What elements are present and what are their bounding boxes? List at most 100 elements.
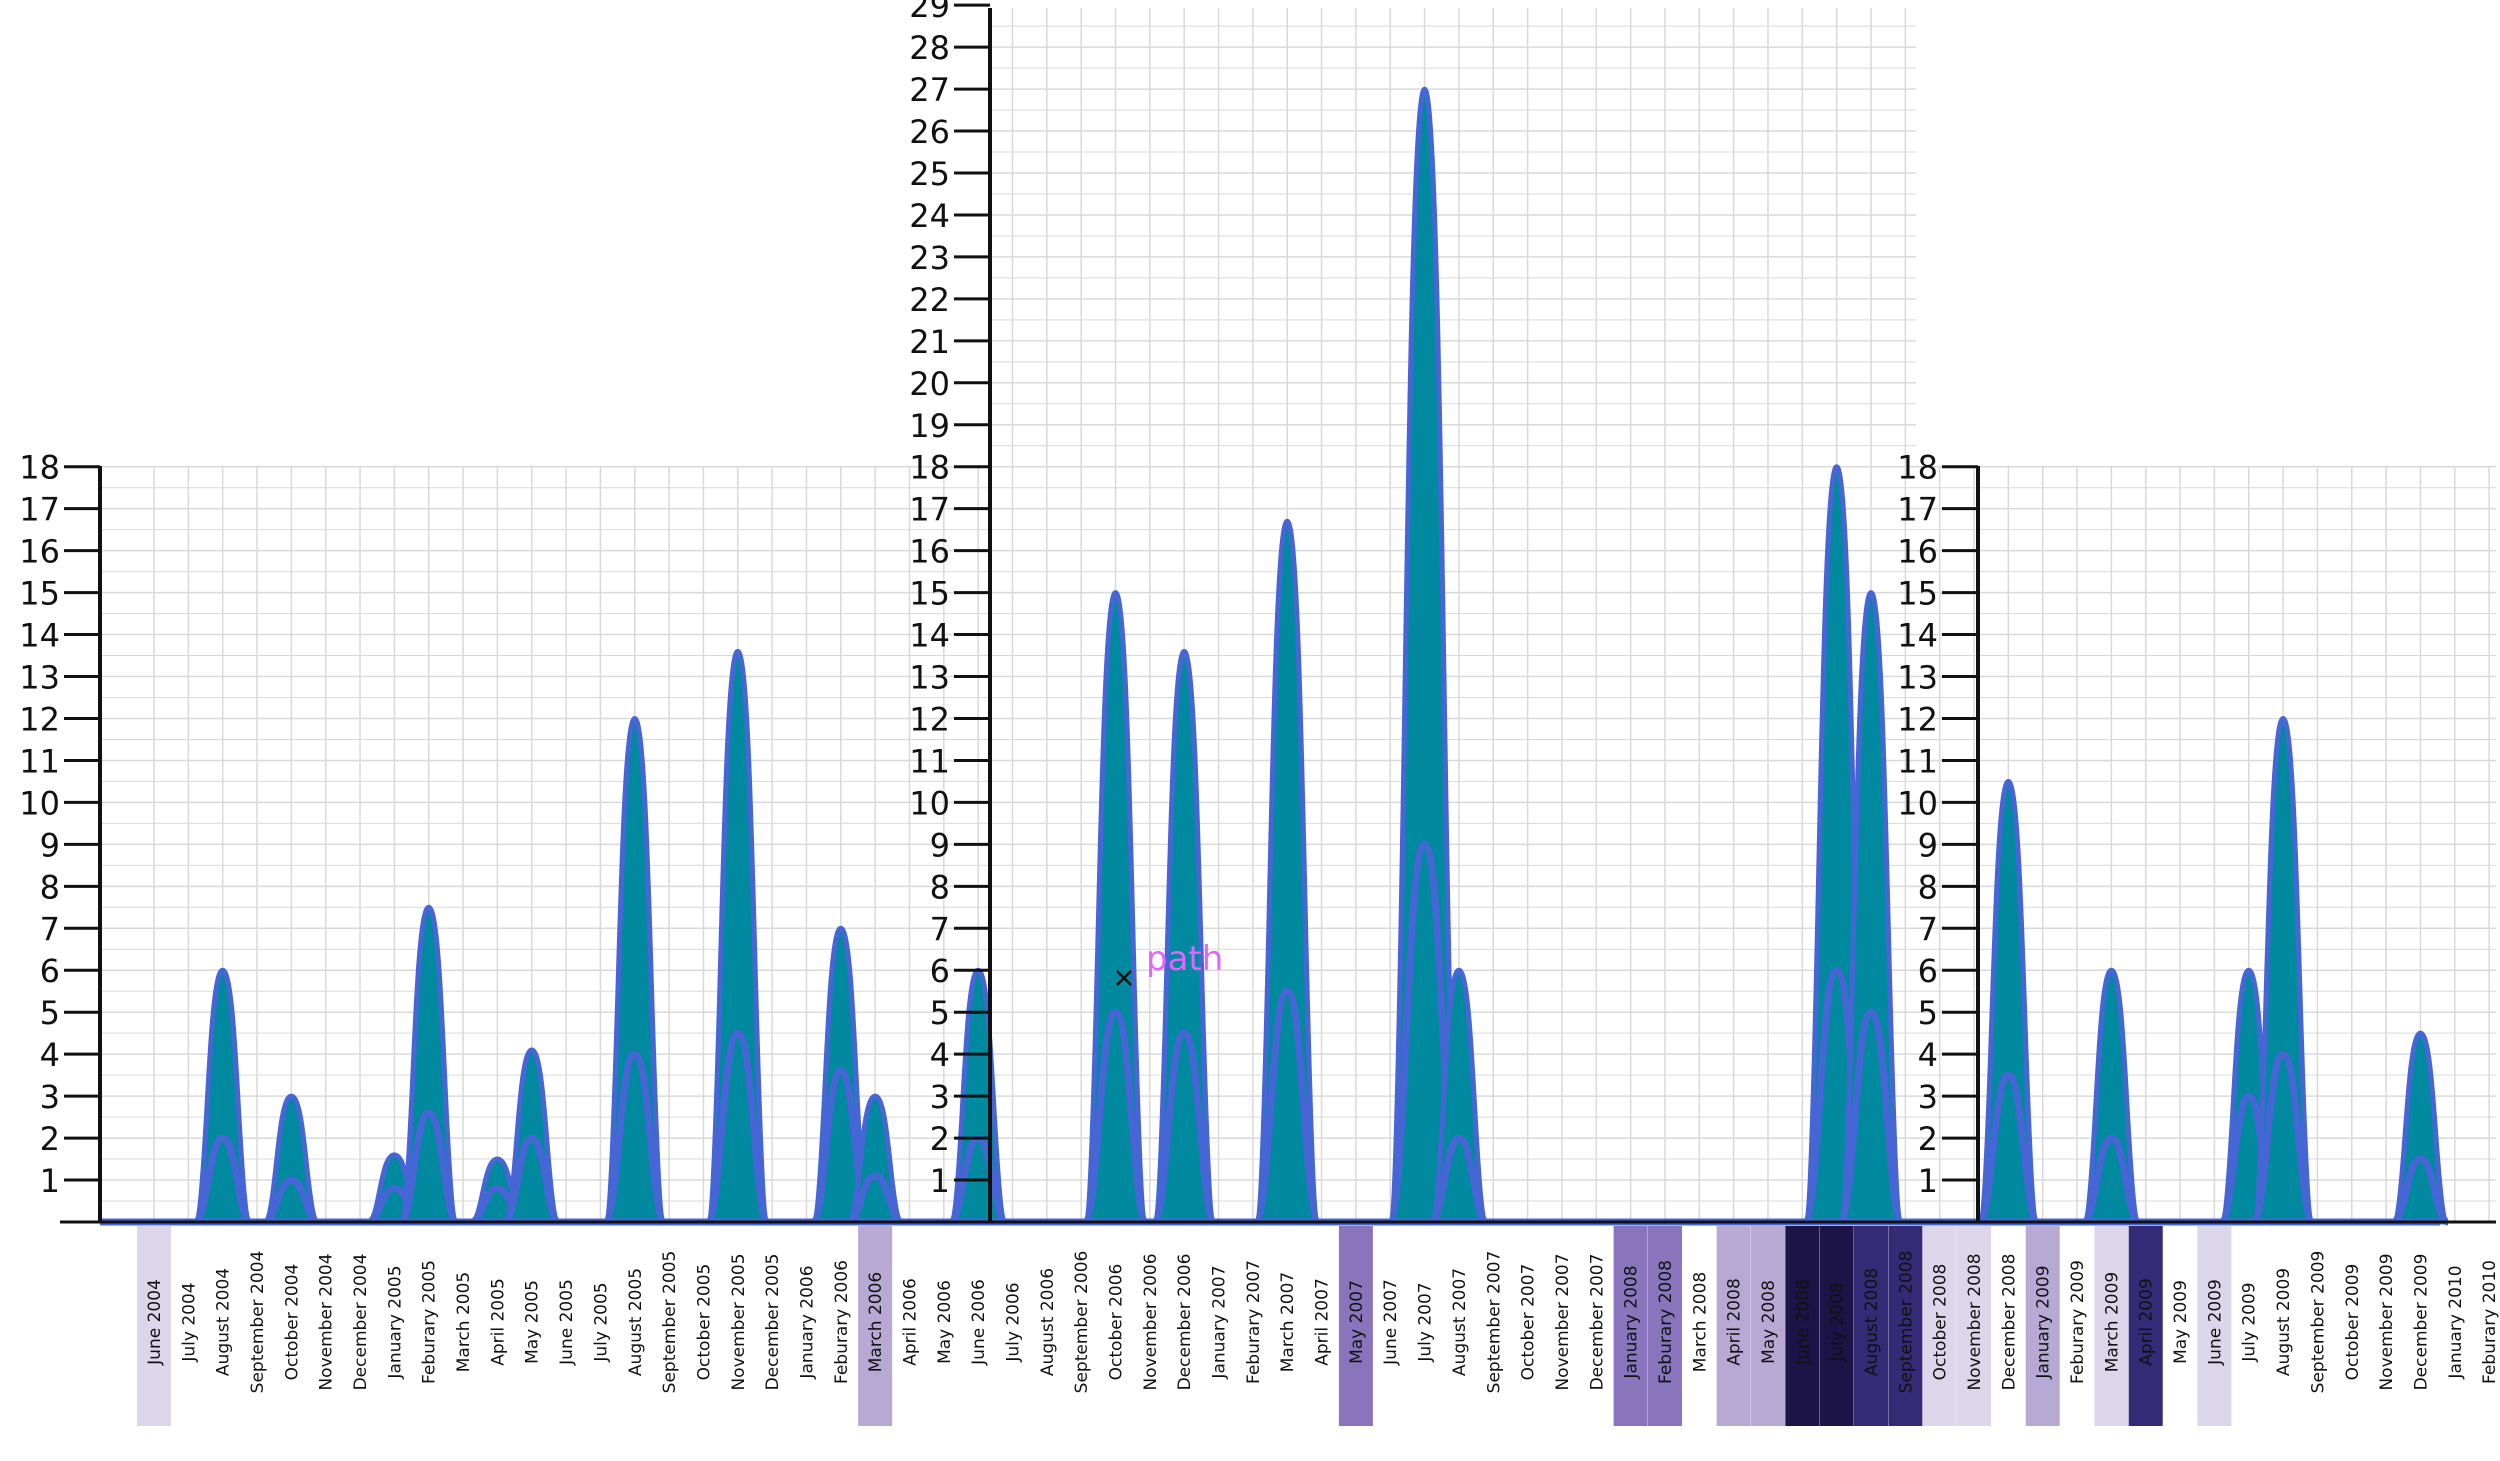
peak-band: [1837, 590, 1905, 1225]
x-tick-label: January 2006: [797, 1265, 817, 1379]
peak-band: [1386, 86, 1463, 1225]
x-tick-label: July 2005: [591, 1282, 611, 1362]
peak-band: [2250, 715, 2316, 1225]
peak-band: [2390, 1030, 2451, 1225]
y-tick-label: 21: [909, 323, 950, 361]
y-tick-label: 11: [19, 742, 60, 780]
x-tick-label: September 2008: [1896, 1251, 1916, 1394]
y-tick-label: 4: [930, 1036, 950, 1074]
cursor-label: path: [1146, 939, 1223, 979]
month-shade: [1922, 1226, 1957, 1426]
y-tick-label: 5: [40, 994, 60, 1032]
y-tick-label: 14: [909, 617, 950, 655]
x-tick-label: January 2009: [2034, 1265, 2054, 1379]
x-tick-label: Feburary 2009: [2068, 1260, 2088, 1384]
y-tick-label: 2: [1918, 1120, 1938, 1158]
x-tick-label: April 2007: [1313, 1278, 1333, 1366]
month-shade: [1716, 1226, 1751, 1426]
y-tick-label: 17: [19, 491, 60, 529]
x-tick-label: March 2009: [2102, 1272, 2122, 1373]
y-tick-label: 28: [909, 29, 950, 67]
low-line: [846, 1172, 904, 1226]
x-tick-label: Feburary 2008: [1656, 1260, 1676, 1384]
x-tick-label: June 2009: [2205, 1279, 2225, 1366]
x-tick-label: October 2004: [282, 1264, 302, 1381]
y-tick-label: 2: [930, 1120, 950, 1158]
x-tick-label: November 2007: [1553, 1253, 1573, 1390]
month-shade: [858, 1226, 893, 1426]
x-tick-label: July 2007: [1416, 1282, 1436, 1362]
y-tick-label: 5: [930, 994, 950, 1032]
y-axis-middle: 1234567891011121314151617181920212223242…: [909, 0, 992, 1222]
peak-band: [1081, 590, 1150, 1225]
low-line: [263, 1176, 320, 1226]
y-tick-label: 4: [40, 1036, 60, 1074]
y-tick-label: 15: [1897, 575, 1938, 613]
x-tick-label: October 2007: [1519, 1264, 1539, 1381]
low-line: [703, 1029, 772, 1226]
y-tick-label: 9: [40, 826, 60, 864]
x-tick-label: March 2006: [866, 1272, 886, 1373]
low-line: [1429, 1134, 1489, 1226]
x-tick-label: July 2006: [1004, 1282, 1024, 1362]
x-tick-label: May 2006: [935, 1280, 955, 1364]
y-tick-label: 16: [1897, 533, 1938, 571]
low-line: [502, 1134, 562, 1226]
x-tick-label: December 2009: [2411, 1254, 2431, 1391]
x-tick-label: April 2009: [2137, 1278, 2157, 1366]
x-tick-label: May 2008: [1759, 1280, 1779, 1364]
x-tick-label: December 2006: [1175, 1254, 1195, 1391]
x-tick-label: November 2006: [1141, 1253, 1161, 1390]
y-tick-label: 18: [909, 449, 950, 487]
x-tick-label: May 2005: [523, 1280, 543, 1364]
x-tick-label: March 2007: [1278, 1272, 1298, 1373]
y-tick-label: 11: [909, 742, 950, 780]
peak-band: [1150, 648, 1218, 1225]
y-tick-label: 14: [1897, 617, 1938, 655]
month-shade: [1854, 1226, 1888, 1426]
x-tick-label: August 2006: [1038, 1268, 1058, 1376]
x-tick-label: March 2008: [1690, 1272, 1710, 1373]
month-shade: [137, 1226, 171, 1426]
y-tick-label: 25: [909, 155, 950, 193]
month-shade: [1888, 1226, 1923, 1426]
low-line: [1251, 987, 1323, 1226]
y-tick-label: 5: [1918, 994, 1938, 1032]
low-line: [1836, 1008, 1906, 1226]
low-line: [1975, 1071, 2042, 1226]
x-tick-label: April 2008: [1725, 1278, 1745, 1366]
y-tick-label: 8: [40, 868, 60, 906]
y-tick-label: 8: [1918, 868, 1938, 906]
y-tick-label: 12: [909, 700, 950, 738]
y-tick-label: 13: [1897, 659, 1938, 697]
x-tick-label: November 2008: [1965, 1253, 1985, 1390]
y-tick-label: 7: [1918, 910, 1938, 948]
y-tick-label: 1: [1918, 1162, 1938, 1200]
y-tick-label: 8: [930, 868, 950, 906]
x-tick-label: July 2009: [2240, 1282, 2260, 1362]
x-tick-label: Feburary 2007: [1244, 1260, 1264, 1384]
month-shade: [2025, 1226, 2060, 1426]
y-tick-label: 6: [930, 952, 950, 990]
x-tick-label: December 2008: [1999, 1254, 2019, 1391]
cursor-marker: path: [1116, 939, 1223, 986]
y-tick-label: 7: [40, 910, 60, 948]
x-tick-label: November 2005: [729, 1253, 749, 1390]
y-tick-label: 6: [1918, 952, 1938, 990]
x-tick-label: January 2010: [2446, 1265, 2466, 1379]
x-tick-label: September 2006: [1072, 1251, 1092, 1394]
x-tick-label: November 2009: [2377, 1253, 2397, 1390]
cursor-x-icon: [1116, 970, 1132, 986]
x-tick-label: May 2009: [2171, 1280, 2191, 1364]
y-tick-label: 17: [1897, 491, 1938, 529]
x-tick-label: October 2008: [1931, 1264, 1951, 1381]
y-tick-label: 19: [909, 407, 950, 445]
peak-band: [1976, 778, 2041, 1225]
y-tick-label: 26: [909, 113, 950, 151]
x-tick-label: June 2004: [145, 1279, 165, 1366]
x-tick-label: April 2005: [488, 1278, 508, 1366]
x-tick-label: June 2007: [1381, 1279, 1401, 1366]
month-shade: [1785, 1226, 1820, 1426]
low-line: [1080, 1008, 1151, 1226]
y-tick-label: 12: [1897, 700, 1938, 738]
